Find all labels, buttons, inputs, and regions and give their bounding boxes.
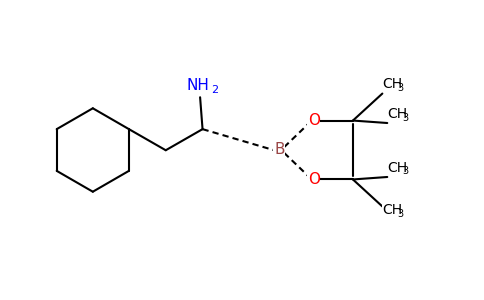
Text: 3: 3 bbox=[397, 83, 403, 93]
Text: CH: CH bbox=[387, 160, 408, 175]
Text: 3: 3 bbox=[402, 167, 408, 176]
Text: 3: 3 bbox=[402, 112, 408, 122]
Text: O: O bbox=[308, 113, 319, 128]
Text: CH: CH bbox=[387, 106, 408, 121]
Text: O: O bbox=[308, 172, 319, 187]
Text: CH: CH bbox=[382, 77, 403, 91]
Text: B: B bbox=[274, 142, 285, 158]
Text: NH: NH bbox=[186, 78, 209, 93]
Text: CH: CH bbox=[382, 203, 403, 217]
Text: 2: 2 bbox=[211, 85, 218, 95]
Text: 3: 3 bbox=[397, 209, 403, 219]
